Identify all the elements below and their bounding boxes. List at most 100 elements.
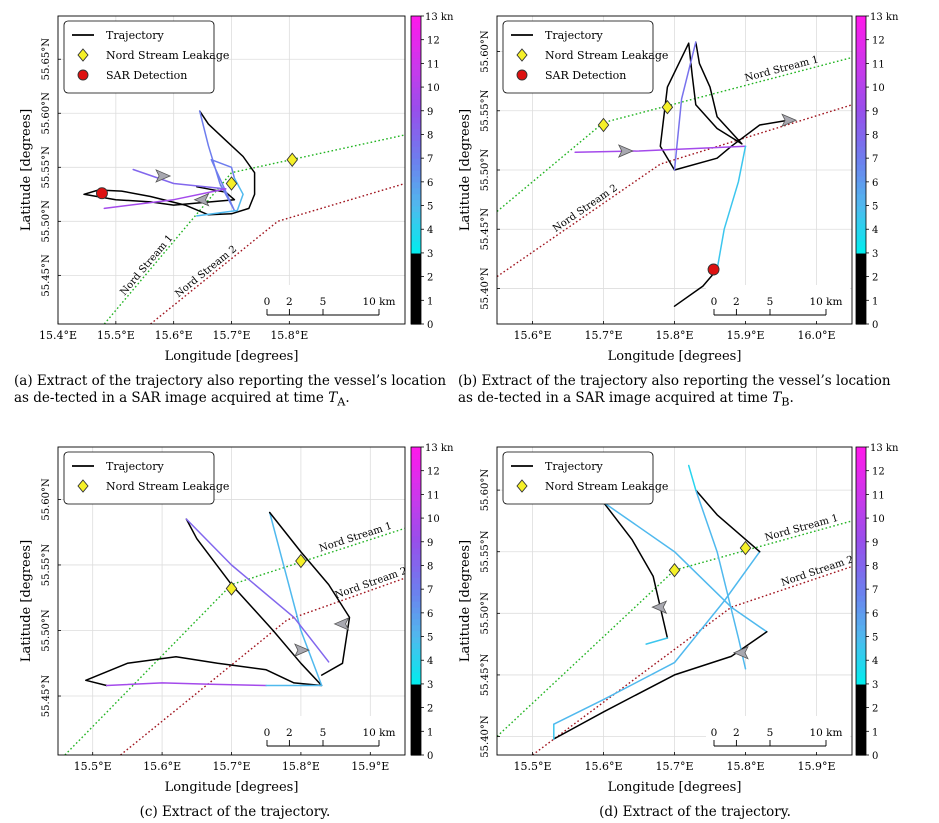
colorbar-slice	[411, 294, 421, 301]
colorbar-slice	[411, 701, 421, 709]
colorbar-frame	[855, 15, 867, 325]
legend-leakage-swatch	[77, 48, 89, 62]
colorbar-slice	[856, 624, 866, 632]
pipeline-label-2: Nord Stream 2	[780, 554, 855, 589]
caption-a-text: Extract of the trajectory also reporting…	[14, 373, 447, 406]
y-tick-label: 55.55°N	[41, 544, 52, 587]
colorbar-slice	[856, 529, 866, 537]
colorbar-slice	[411, 601, 421, 608]
leakage-marker	[739, 540, 752, 556]
colorbar-tick-label: 2	[427, 273, 433, 284]
pipeline-label-2: Nord Stream 2	[334, 566, 409, 602]
colorbar-slice	[856, 312, 866, 319]
colorbar-slice	[856, 306, 866, 313]
colorbar-slice	[856, 577, 866, 584]
colorbar-slice	[856, 630, 866, 638]
leakage-marker	[597, 117, 610, 133]
colorbar-slice	[856, 75, 866, 82]
colorbar-slice	[856, 187, 866, 195]
colorbar-slice	[856, 601, 866, 608]
caption-a-end: .	[345, 390, 350, 406]
colorbar-tick-label: 10	[427, 514, 440, 525]
colorbar-slice	[411, 110, 421, 118]
colorbar-slice	[411, 116, 421, 124]
colorbar-slice	[411, 288, 421, 295]
colorbar-slice	[411, 241, 421, 248]
colorbar-slice	[411, 695, 421, 703]
colorbar-tick-label: 3	[872, 680, 878, 691]
scale-bar-label: 5	[320, 727, 327, 739]
colorbar-tick-label: 8	[427, 130, 433, 141]
colorbar-unit-label: 13 kn	[870, 443, 899, 454]
scale-bar-label: 0	[264, 727, 271, 739]
colorbar-slice	[856, 749, 866, 756]
colorbar-tick-label: 7	[427, 154, 433, 165]
colorbar-slice	[856, 583, 866, 590]
colorbar-slice	[411, 21, 421, 29]
sar-detection-marker	[707, 263, 720, 276]
colorbar-slice	[411, 152, 421, 159]
colorbar-slice	[411, 217, 421, 224]
colorbar-slice	[856, 689, 866, 697]
colorbar-tick-label: 11	[427, 490, 440, 501]
colorbar-slice	[411, 51, 421, 59]
caption-b-text: Extract of the trajectory also reporting…	[458, 373, 891, 406]
y-tick-label: 55.50°N	[41, 200, 52, 243]
colorbar-slice	[856, 553, 866, 561]
scale-bar-label: 10 km	[362, 296, 395, 308]
y-tick-label: 55.55°N	[480, 89, 491, 132]
colorbar-slice	[856, 181, 866, 189]
colorbar-slice	[411, 63, 421, 70]
scale-bar-label: 2	[733, 727, 740, 739]
scale-bar-label: 5	[320, 296, 327, 308]
colorbar-slice	[856, 21, 866, 29]
colorbar-slice	[411, 743, 421, 750]
colorbar-tick-label: 8	[427, 561, 433, 572]
colorbar-slice	[411, 683, 421, 691]
y-tick-label: 55.45°N	[41, 254, 52, 297]
colorbar-slice	[856, 264, 866, 272]
colorbar-slice	[856, 506, 866, 513]
colorbar-slice	[856, 247, 866, 254]
colorbar-slice	[856, 51, 866, 59]
heading-arrow-icon	[333, 617, 350, 631]
colorbar-slice	[411, 122, 421, 130]
colorbar-slice	[856, 648, 866, 655]
colorbar-tick-label: 6	[872, 609, 878, 620]
colorbar-tick-label: 11	[872, 59, 885, 70]
pipeline-nord-stream-1	[497, 520, 852, 738]
scale-bar-label: 5	[767, 727, 774, 739]
legend-sar-swatch	[77, 69, 89, 81]
colorbar-tick-label: 7	[872, 154, 878, 165]
colorbar-slice	[411, 181, 421, 189]
colorbar-slice	[411, 577, 421, 584]
scale-bar-label: 2	[286, 296, 293, 308]
colorbar-slice	[411, 737, 421, 744]
colorbar-tick-label: 1	[872, 727, 878, 738]
colorbar-slice	[411, 648, 421, 655]
colorbar-tick-label: 5	[872, 202, 878, 213]
x-tick-label: 15.7°E	[584, 329, 622, 342]
colorbar-slice	[856, 211, 866, 218]
colorbar-slice	[411, 565, 421, 572]
colorbar-slice	[856, 488, 866, 495]
colorbar-slice	[856, 258, 866, 266]
colorbar-slice	[411, 264, 421, 272]
colorbar-tick-label: 0	[427, 320, 433, 331]
trajectory-segment	[268, 511, 351, 676]
colorbar-tick-label: 9	[872, 538, 878, 549]
legend-label: Trajectory	[545, 29, 604, 42]
heading-arrow-icon	[651, 600, 668, 614]
colorbar-tick-label: 3	[427, 680, 433, 691]
colorbar-tick-label: 1	[427, 296, 433, 307]
colorbar-slice	[856, 654, 866, 661]
colorbar-slice	[856, 288, 866, 295]
leakage-marker	[225, 581, 238, 596]
colorbar-slice	[411, 678, 421, 685]
x-axis-label: Longitude [degrees]	[608, 780, 742, 795]
colorbar-tick-label: 6	[427, 609, 433, 620]
colorbar-slice	[411, 16, 421, 23]
